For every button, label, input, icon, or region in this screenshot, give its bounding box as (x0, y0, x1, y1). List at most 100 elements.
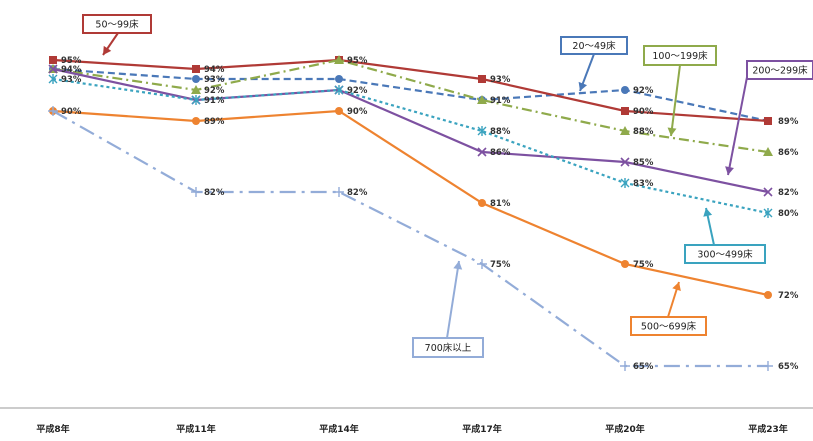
callout-7: 700床以上 (412, 260, 484, 358)
series-2-line (52, 58, 769, 123)
series-1 (49, 65, 772, 125)
series-6-value-label: 75% (633, 260, 654, 270)
x-tick-label: 平成17年 (462, 423, 502, 435)
callout-3: 100～199床 (643, 45, 717, 137)
series-5 (48, 74, 773, 218)
callout-5: 300～499床 (684, 207, 766, 264)
series-3-point (620, 126, 630, 135)
series-3-value-label: 88% (633, 127, 654, 137)
callout-label: 20～49床 (572, 40, 616, 52)
series-7 (48, 106, 773, 371)
series-7-point (763, 361, 773, 371)
x-tick-label: 平成11年 (176, 423, 216, 435)
x-tick-layer: 平成8年 平成11年 平成14年 平成17年 平成20年 平成23年 (36, 423, 787, 435)
callout-arrowhead (578, 81, 588, 91)
series-3-point (477, 95, 487, 104)
series-5-value-label: 83% (633, 179, 654, 189)
callout-layer: 50～99床 20～49床 100～199床 200～299床 300～499床 500～… (82, 14, 813, 358)
series-5-point (477, 126, 487, 136)
series-6-point (764, 291, 772, 299)
callout-2: 20～49床 (560, 36, 628, 92)
series-1-point (335, 75, 343, 83)
callout-arrow (670, 64, 681, 137)
callout-label: 50～99床 (95, 19, 139, 31)
series-2-value-label: 90% (633, 107, 654, 117)
series-4-value-label: 94% (61, 65, 82, 75)
series-2-point (621, 107, 629, 115)
series-3-point (334, 55, 344, 64)
series-5-value-label: 88% (490, 127, 511, 137)
callout-label: 100～199床 (652, 50, 708, 62)
series-5-point (191, 95, 201, 105)
series-5-point (48, 74, 58, 84)
callout-label: 700床以上 (425, 342, 472, 354)
series-1-point (192, 75, 200, 83)
series-4-point (620, 157, 630, 167)
series-6-point (478, 199, 486, 207)
series-2-point (478, 75, 486, 83)
series-7-point (48, 106, 58, 116)
series-2-value-label: 95% (61, 56, 82, 66)
series-1-line (52, 67, 769, 123)
series-2-point (764, 117, 772, 125)
callout-label: 300～499床 (697, 249, 753, 261)
series-1-value-label: 93% (204, 75, 225, 85)
series-3-value-label: 86% (778, 148, 799, 158)
series-7-value-label: 75% (490, 260, 511, 270)
series-4-value-label: 92% (347, 86, 368, 96)
series-5-value-label: 80% (778, 209, 799, 219)
series-2-value-label: 89% (778, 117, 799, 127)
series-7-point (191, 187, 201, 197)
callout-arrowhead (667, 127, 677, 136)
series-4-point (477, 147, 487, 157)
series-6-value-label: 89% (204, 117, 225, 127)
callout-box (746, 60, 813, 80)
series-1-value-label: 92% (633, 86, 654, 96)
x-tick-label: 平成8年 (36, 423, 69, 435)
series-5-value-label: 93% (61, 75, 82, 85)
series-7-value-label: 65% (778, 362, 799, 372)
series-6-value-label: 90% (347, 107, 368, 117)
series-6-value-label: 90% (61, 107, 82, 117)
series-4-value-label: 86% (490, 148, 511, 158)
data-label-layer: 93%92%95%94%95%93%90%89%92%91%88%86%94%9… (61, 56, 799, 372)
series-6-line (52, 109, 769, 297)
series-6-value-label: 72% (778, 291, 799, 301)
callout-arrow (727, 71, 749, 176)
series-5-point (763, 208, 773, 218)
x-tick-label: 平成20年 (605, 423, 645, 435)
callout-box (82, 14, 152, 34)
callout-4: 200～299床 (725, 60, 813, 176)
series-7-value-label: 82% (347, 188, 368, 198)
series-7-value-label: 65% (633, 362, 654, 372)
series-3-line (52, 58, 769, 154)
series-1-point (621, 86, 629, 94)
series-4-value-label: 85% (633, 158, 654, 168)
callout-label: 500～699床 (641, 321, 697, 333)
series-5-point (620, 178, 630, 188)
series-2-value-label: 94% (204, 65, 225, 75)
callout-label: 200～299床 (752, 65, 808, 77)
callout-arrowhead (453, 261, 463, 270)
callout-box (630, 316, 707, 336)
series-4-point (763, 187, 773, 197)
series-7-line (52, 110, 768, 368)
series-3-point (763, 147, 773, 156)
series-3-point (191, 85, 201, 94)
series-6-point (192, 117, 200, 125)
series-4-value-label: 82% (778, 188, 799, 198)
series-3-value-label: 91% (490, 96, 511, 106)
series-3-value-label: 92% (204, 86, 225, 96)
series-6-point (621, 260, 629, 268)
callout-box (643, 45, 717, 66)
series-7-point (620, 361, 630, 371)
series-2-value-label: 95% (347, 56, 368, 66)
series-4-value-label: 91% (204, 96, 225, 106)
callout-1: 50～99床 (82, 14, 152, 56)
series-6 (49, 107, 772, 299)
callout-box (412, 337, 484, 358)
x-tick-label: 平成14年 (319, 423, 359, 435)
callout-6: 500～699床 (630, 281, 707, 336)
series-4-point (48, 64, 58, 74)
series-2-point (49, 56, 57, 64)
